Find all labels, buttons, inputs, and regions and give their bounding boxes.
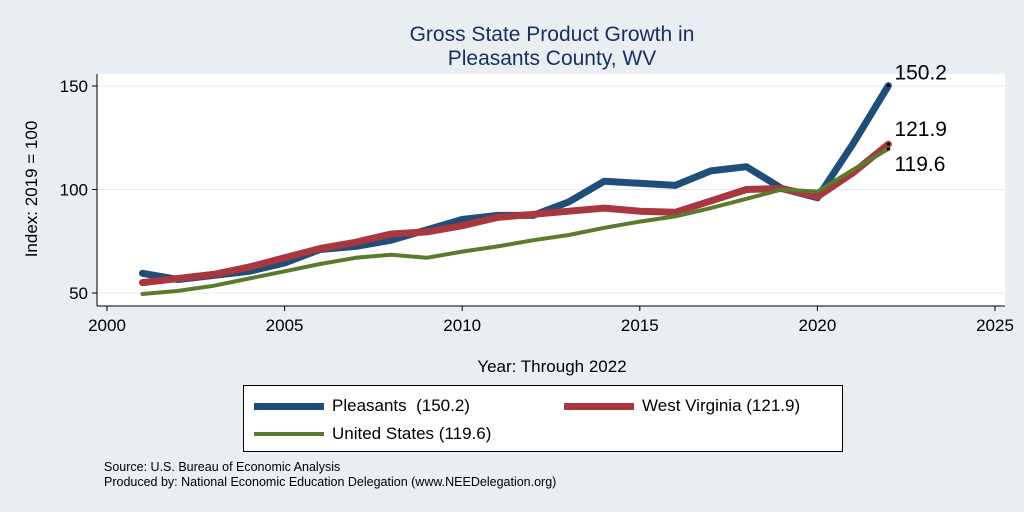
legend-item-united-states: United States (119.6) xyxy=(254,424,491,444)
x-tick-label-2005: 2005 xyxy=(266,316,304,335)
end-label-united-states: 119.6 xyxy=(894,153,945,176)
gridlines xyxy=(97,85,1005,294)
axes: 50 100 150 2000 2005 2010 2015 2020 2025 xyxy=(60,74,1014,335)
end-label-pleasants: 150.2 xyxy=(894,62,947,85)
legend-label-pleasants: Pleasants (150.2) xyxy=(332,396,470,415)
legend-swatch-pleasants xyxy=(254,402,324,410)
chart-title-line-2: Pleasants County, WV xyxy=(448,47,657,70)
end-label-west-virginia: 121.9 xyxy=(894,118,947,141)
legend-label-united-states: United States (119.6) xyxy=(332,424,492,443)
x-tick-label-2015: 2015 xyxy=(621,316,659,335)
legend-swatch-united-states xyxy=(254,432,324,436)
x-tick-label-2000: 2000 xyxy=(88,316,126,335)
legend-swatch-west-virginia xyxy=(564,402,634,410)
y-tick-label-100: 100 xyxy=(60,181,88,200)
series-line-west-virginia xyxy=(139,140,892,287)
chart-title-line-1: Gross State Product Growth in xyxy=(410,23,695,46)
end-marker-west-virginia xyxy=(886,142,891,146)
series-lines xyxy=(139,82,892,296)
end-labels: 150.2 121.9 119.6 xyxy=(886,62,947,176)
x-tick-label-2020: 2020 xyxy=(798,316,836,335)
y-tick-label-150: 150 xyxy=(60,77,88,96)
y-axis-label: Index: 2019 = 100 xyxy=(22,121,41,258)
produced-by-note: Produced by: National Economic Education… xyxy=(104,475,557,489)
x-axis-label: Year: Through 2022 xyxy=(477,357,626,376)
footer: Source: U.S. Bureau of Economic Analysis… xyxy=(104,460,556,490)
end-marker-pleasants xyxy=(886,83,891,88)
x-tick-label-2025: 2025 xyxy=(976,316,1014,335)
y-tick-label-50: 50 xyxy=(69,284,88,303)
source-note: Source: U.S. Bureau of Economic Analysis xyxy=(104,460,341,474)
x-tick-label-2010: 2010 xyxy=(443,316,481,335)
legend-label-west-virginia: West Virginia (121.9) xyxy=(642,396,801,415)
end-marker-united-states xyxy=(886,147,891,151)
series-line-united-states xyxy=(140,146,891,296)
legend: Pleasants (150.2) West Virginia (121.9) … xyxy=(243,385,843,452)
legend-item-pleasants: Pleasants (150.2) xyxy=(254,396,470,416)
legend-item-west-virginia: West Virginia (121.9) xyxy=(564,396,800,416)
